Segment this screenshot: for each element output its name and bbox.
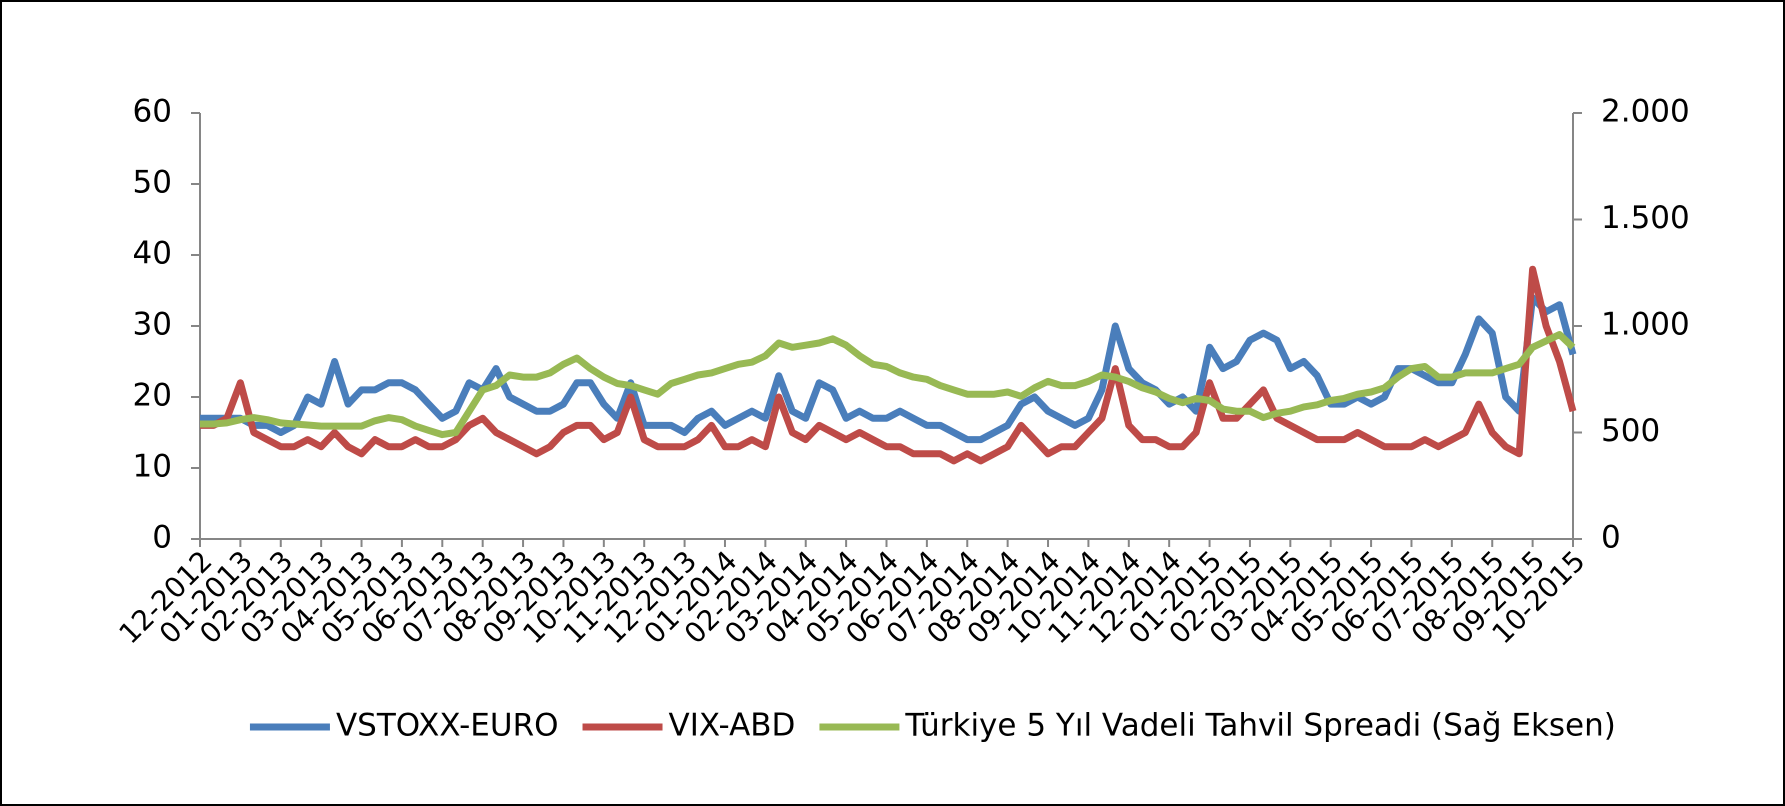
y-tick-label: 0 [152, 520, 172, 556]
series-line [200, 265, 1577, 465]
y2-tick-label: 500 [1601, 413, 1660, 449]
y-tick-label: 20 [133, 378, 172, 414]
y2-tick-label: 1.000 [1601, 307, 1690, 343]
legend-label: Türkiye 5 Yıl Vadeli Tahvil Spreadi (Sağ… [904, 708, 1615, 744]
y-tick-label: 60 [133, 94, 172, 130]
y2-tick-label: 1.500 [1601, 200, 1690, 236]
y2-tick-label: 0 [1601, 520, 1621, 556]
y2-tick-label: 2.000 [1601, 94, 1690, 130]
y-tick-label: 50 [133, 165, 172, 201]
y-tick-label: 30 [133, 307, 172, 343]
y-tick-label: 40 [133, 236, 172, 272]
y-tick-label: 10 [133, 449, 172, 485]
legend-label: VSTOXX-EURO [336, 708, 559, 744]
series-line [200, 331, 1576, 439]
legend-label: VIX-ABD [669, 708, 796, 744]
series-line [200, 294, 1577, 444]
